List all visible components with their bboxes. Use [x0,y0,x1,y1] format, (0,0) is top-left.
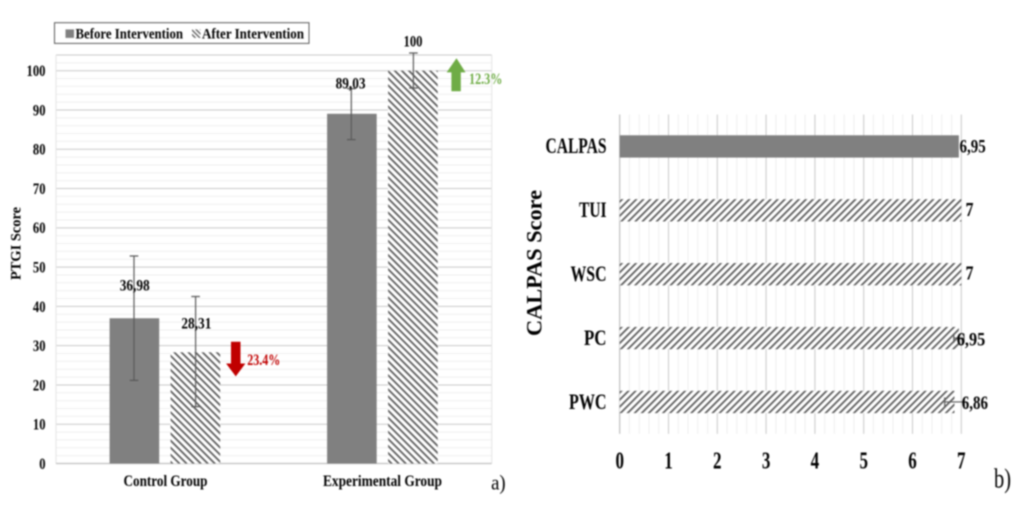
svg-text:3: 3 [762,449,771,475]
svg-text:10: 10 [33,417,46,434]
svg-text:60: 60 [33,220,46,237]
svg-text:89,03: 89,03 [336,75,366,92]
svg-text:40: 40 [33,299,46,316]
svg-text:7: 7 [966,200,974,221]
svg-text:Control Group: Control Group [124,473,208,490]
svg-text:4: 4 [811,449,820,475]
svg-text:100: 100 [404,34,423,51]
svg-text:80: 80 [33,142,46,159]
svg-text:a): a) [491,471,506,495]
svg-text:30: 30 [33,338,46,355]
svg-text:50: 50 [33,260,46,277]
svg-text:1: 1 [664,449,673,475]
svg-text:PWC: PWC [569,389,607,414]
svg-text:28,31: 28,31 [181,315,211,332]
svg-text:12.3%: 12.3% [469,71,502,88]
svg-text:0: 0 [615,449,624,475]
svg-text:TUI: TUI [579,197,607,222]
svg-text:CALPAS Score: CALPAS Score [522,190,547,336]
svg-text:6,86: 6,86 [962,393,988,414]
svg-text:2: 2 [713,449,722,475]
svg-text:20: 20 [33,377,46,394]
svg-text:6,95: 6,95 [960,136,986,157]
svg-text:b): b) [994,464,1011,494]
svg-text:5: 5 [859,449,868,475]
svg-text:90: 90 [33,102,46,119]
svg-text:Experimental Group: Experimental Group [323,473,442,490]
svg-text:6: 6 [908,449,917,475]
svg-text:100: 100 [27,63,46,80]
svg-text:36,98: 36,98 [120,278,150,295]
svg-text:6,95: 6,95 [957,330,985,351]
svg-text:Before Intervention: Before Intervention [76,26,184,42]
svg-text:70: 70 [33,181,46,198]
svg-text:After Intervention: After Intervention [202,26,305,42]
svg-text:0: 0 [39,456,45,473]
svg-text:23.4%: 23.4% [247,352,280,369]
svg-text:7: 7 [957,449,966,475]
svg-text:PTGI Score: PTGI Score [9,207,25,280]
svg-text:7: 7 [966,264,974,285]
svg-text:CALPAS: CALPAS [546,133,607,158]
svg-text:PC: PC [584,325,607,350]
svg-text:WSC: WSC [571,261,607,286]
